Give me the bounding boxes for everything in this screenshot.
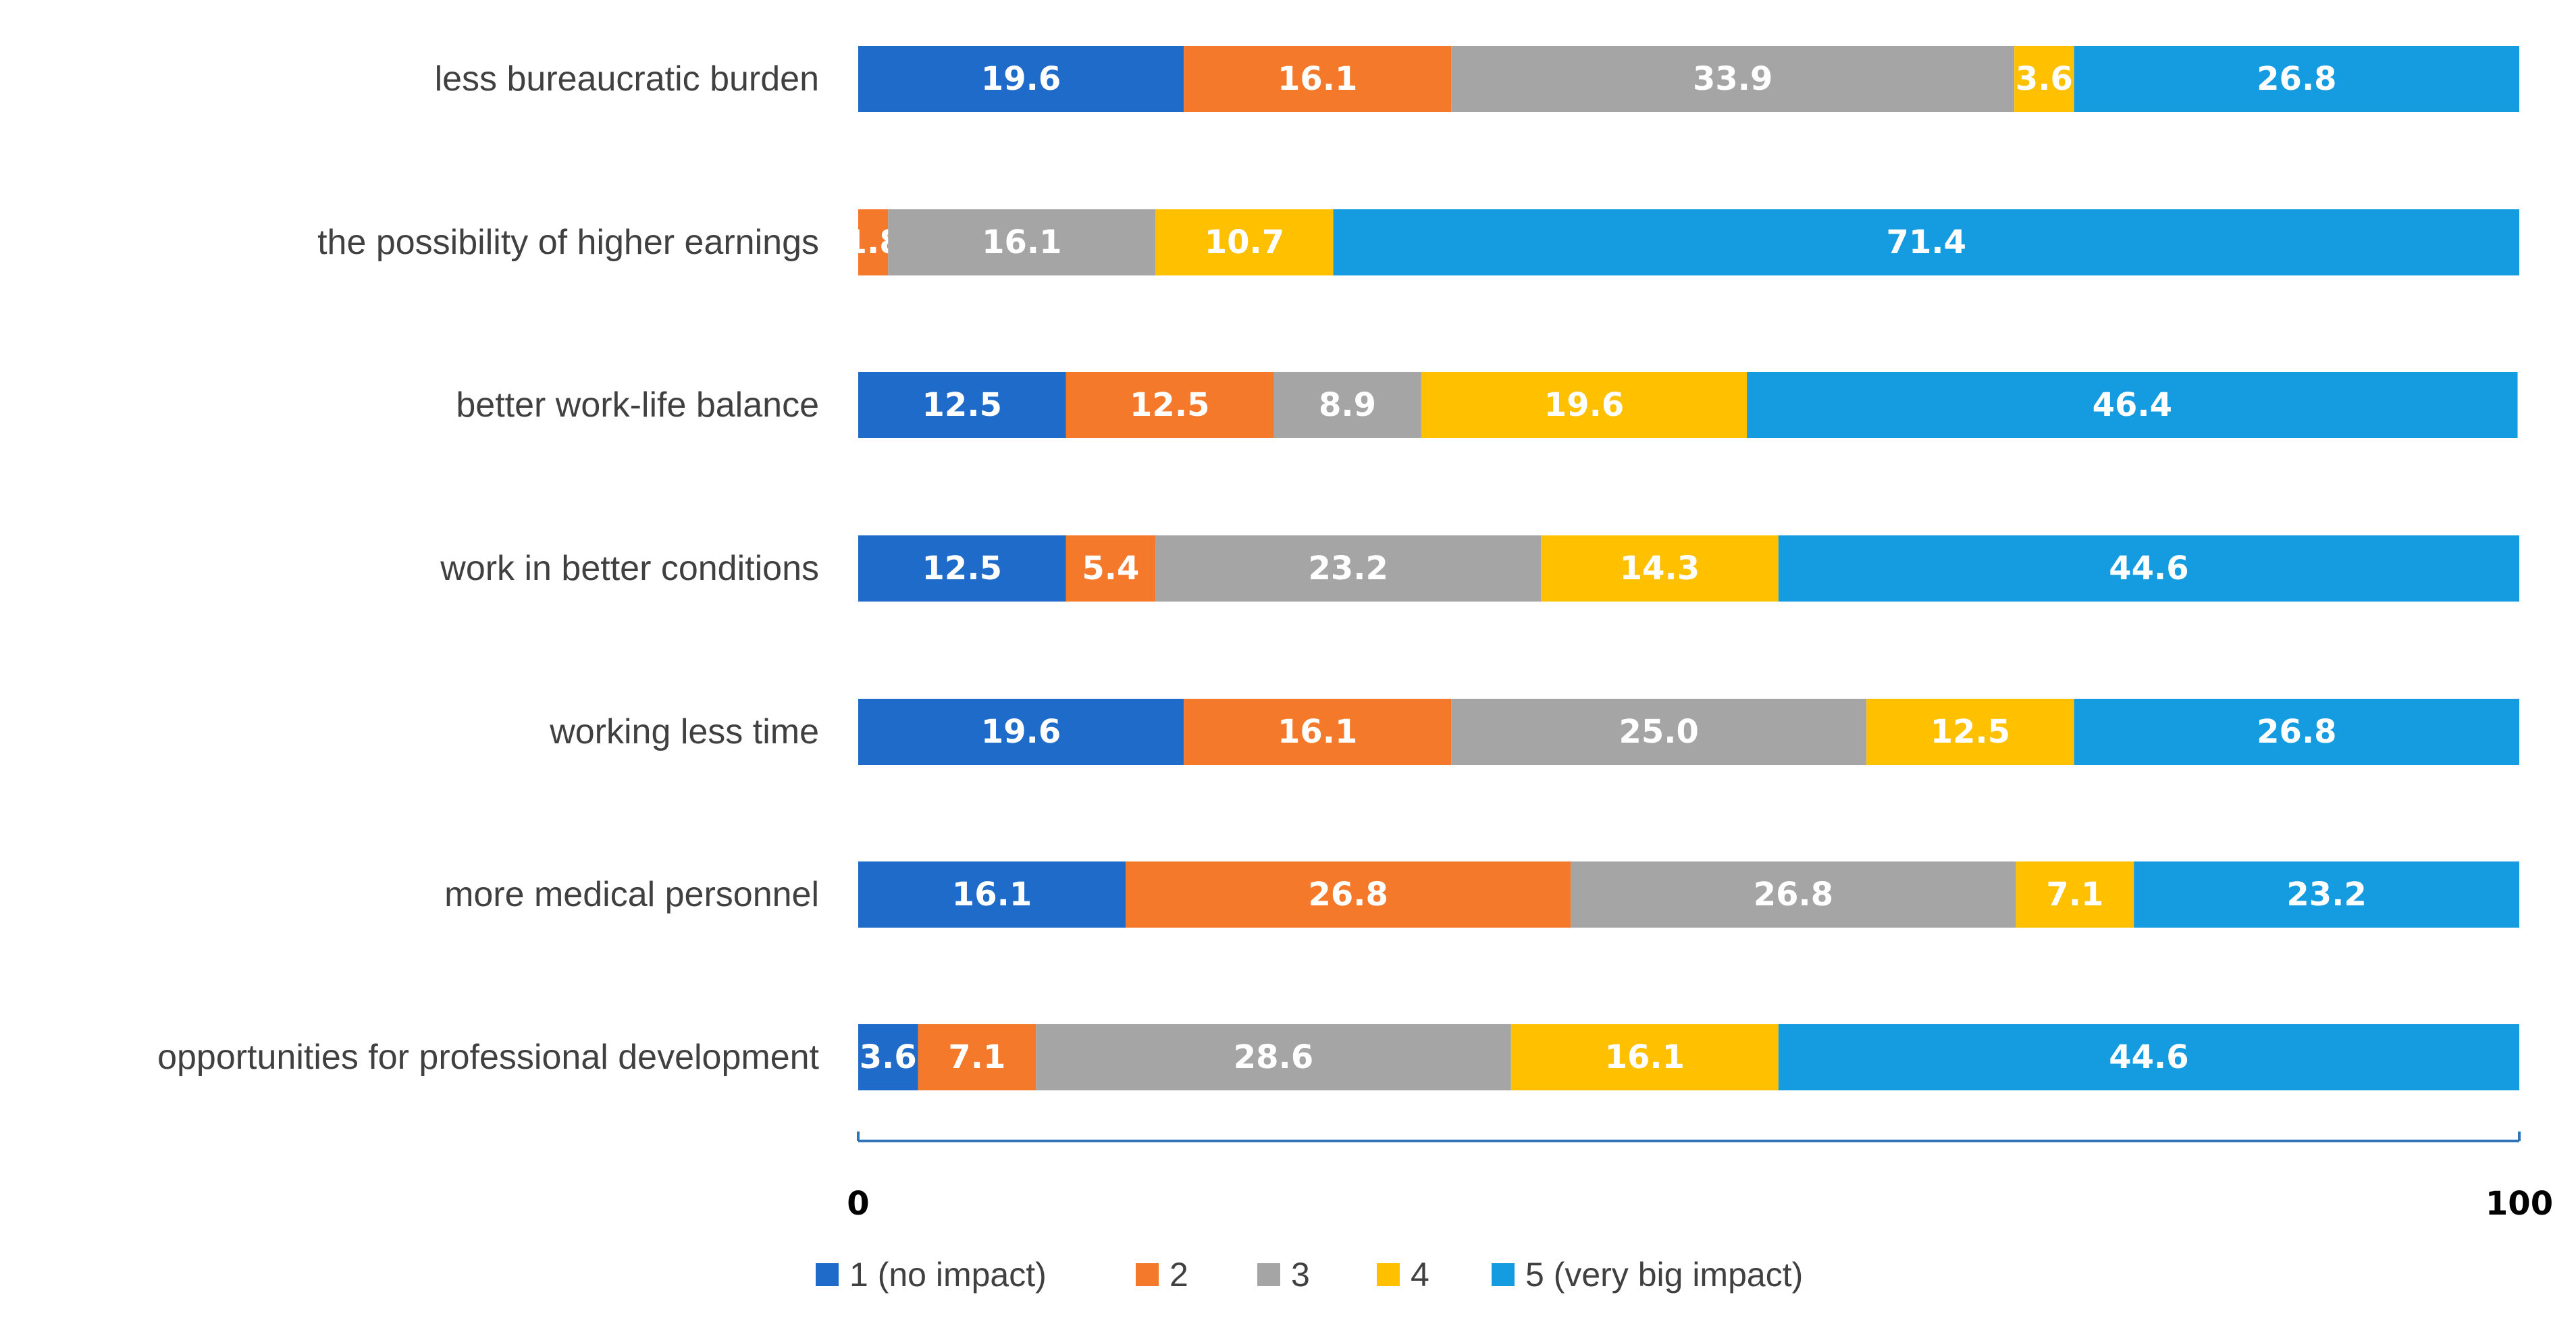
- legend-label: 2: [1169, 1256, 1188, 1294]
- bar-segment: [2014, 46, 2074, 112]
- data-label: 8.9: [1319, 386, 1376, 424]
- bar-segment: [888, 209, 1156, 275]
- data-label: 19.6: [981, 713, 1061, 751]
- bar-segment: [1036, 1024, 1511, 1090]
- legend-swatch: [1136, 1263, 1159, 1286]
- data-label: 7.1: [2046, 876, 2103, 913]
- bar-segment: [1155, 535, 1542, 602]
- category-label: work in better conditions: [440, 549, 819, 588]
- bar-segment: [1541, 535, 1779, 602]
- category-label: less bureaucratic burden: [435, 59, 819, 99]
- data-label: 28.6: [1234, 1038, 1313, 1076]
- legend-swatch: [1492, 1263, 1515, 1286]
- x-tick-label: 0: [847, 1185, 869, 1223]
- bar-segment: [1066, 372, 1273, 438]
- bar-segment: [1451, 699, 1867, 765]
- data-label: 16.1: [982, 223, 1061, 261]
- category-label: better work-life balance: [456, 386, 819, 425]
- data-label: 16.1: [1278, 713, 1357, 751]
- bar-segment: [1333, 209, 2519, 275]
- bar-segment: [1510, 1024, 1779, 1090]
- category-label: working less time: [549, 712, 819, 751]
- bar-segment: [918, 1024, 1036, 1090]
- data-label: 71.4: [1887, 223, 1966, 261]
- data-label: 19.6: [1544, 386, 1624, 424]
- category-label: the possibility of higher earnings: [317, 223, 819, 262]
- bar-segment: [1451, 46, 2015, 112]
- bar-segment: [1066, 535, 1156, 602]
- data-label: 5.4: [1082, 550, 1139, 587]
- x-tick-label: 100: [2486, 1185, 2553, 1223]
- bar-segment: [1184, 699, 1452, 765]
- data-label: 44.6: [2109, 1038, 2188, 1076]
- data-label: 26.8: [1754, 876, 1833, 913]
- data-label: 16.1: [952, 876, 1032, 913]
- bar-segment: [858, 699, 1184, 765]
- data-label: 26.8: [2257, 713, 2336, 751]
- legend-label: 4: [1411, 1256, 1429, 1294]
- bar-segment: [1184, 46, 1452, 112]
- bar-segment: [2074, 699, 2519, 765]
- bar-segment: [1273, 372, 1421, 438]
- data-label: 12.5: [1130, 386, 1209, 424]
- bar-segment: [2134, 861, 2519, 928]
- category-label: more medical personnel: [444, 875, 819, 914]
- data-label: 19.6: [981, 60, 1061, 98]
- data-label: 26.8: [2257, 60, 2336, 98]
- data-label: 26.8: [1308, 876, 1388, 913]
- bar-segment: [858, 1024, 918, 1090]
- bar-segment: [1421, 372, 1747, 438]
- bar-segment: [1747, 372, 2518, 438]
- legend-swatch: [816, 1263, 839, 1286]
- bar-segment: [2016, 861, 2134, 928]
- bar-segment: [858, 209, 889, 275]
- data-label: 12.5: [1930, 713, 2010, 751]
- data-label: 46.4: [2093, 386, 2172, 424]
- legend-swatch: [1257, 1263, 1280, 1286]
- category-label: opportunities for professional developme…: [157, 1038, 819, 1077]
- data-label: 16.1: [1605, 1038, 1685, 1076]
- data-label: 3.6: [2016, 60, 2073, 98]
- bar-segment: [1571, 861, 2016, 928]
- legend-label: 5 (very big impact): [1525, 1256, 1803, 1294]
- data-label: 12.5: [922, 386, 1002, 424]
- data-label: 23.2: [1308, 550, 1388, 587]
- bar-segment: [858, 861, 1126, 928]
- bar-segment: [1155, 209, 1334, 275]
- bar-segment: [1126, 861, 1571, 928]
- data-label: 23.2: [2286, 876, 2366, 913]
- bar-segment: [858, 372, 1066, 438]
- legend-label: 3: [1291, 1256, 1310, 1294]
- bar-segment: [858, 535, 1066, 602]
- bar-segment: [1866, 699, 2074, 765]
- bar-segment: [1778, 535, 2519, 602]
- data-label: 7.1: [948, 1038, 1005, 1076]
- legend-label: 1 (no impact): [849, 1256, 1047, 1294]
- bar-segment: [2074, 46, 2519, 112]
- data-label: 14.3: [1620, 550, 1700, 587]
- bar-segment: [858, 46, 1184, 112]
- data-label: 10.7: [1205, 223, 1284, 261]
- legend-swatch: [1377, 1263, 1400, 1286]
- data-label: 3.6: [860, 1038, 917, 1076]
- data-label: 16.1: [1278, 60, 1357, 98]
- data-label: 33.9: [1693, 60, 1772, 98]
- bar-segment: [1778, 1024, 2519, 1090]
- data-label: 25.0: [1619, 713, 1699, 751]
- data-label: 44.6: [2109, 550, 2188, 587]
- data-label: 12.5: [922, 550, 1002, 587]
